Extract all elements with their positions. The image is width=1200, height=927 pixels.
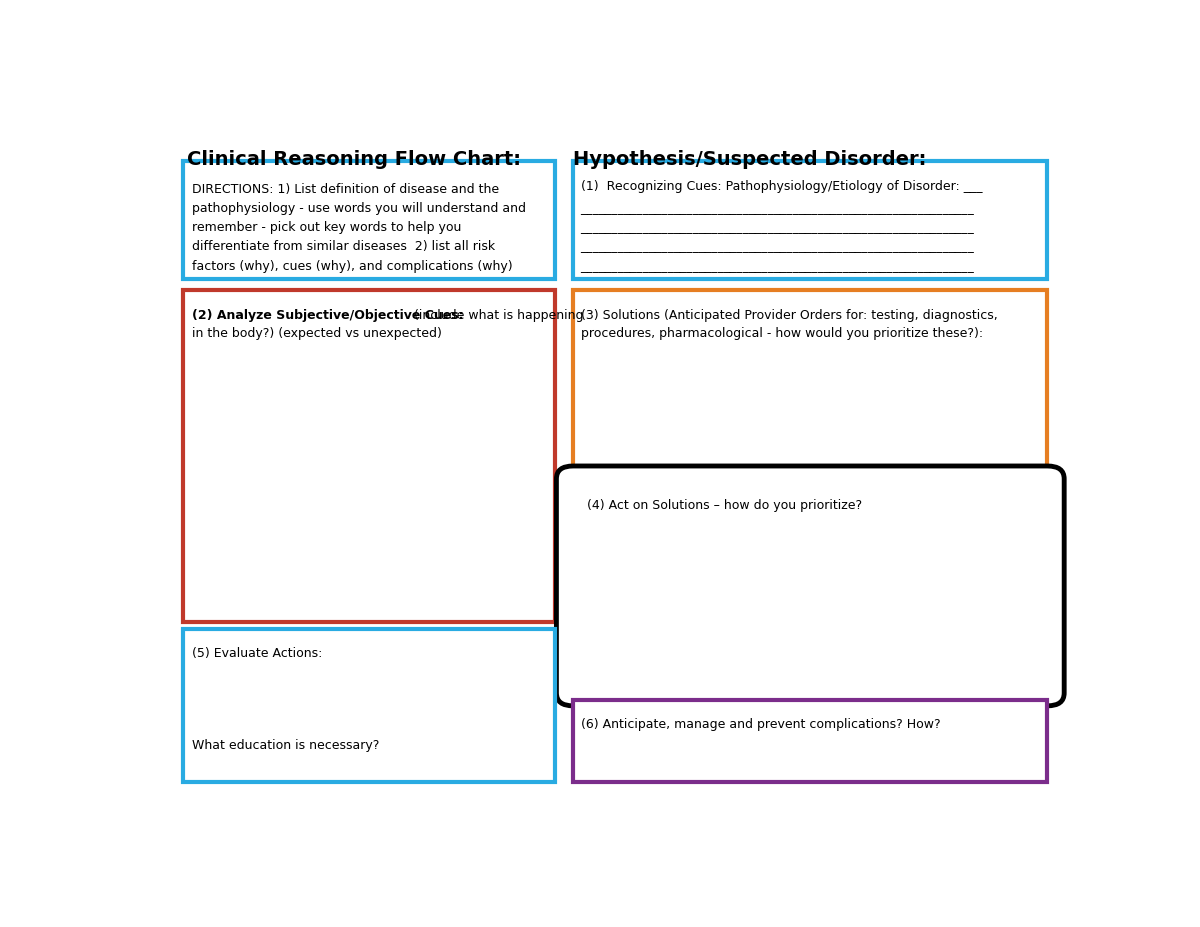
Bar <box>574 700 1048 782</box>
Text: What education is necessary?: What education is necessary? <box>192 740 379 753</box>
Text: (3) Solutions (Anticipated Provider Orders for: testing, diagnostics,: (3) Solutions (Anticipated Provider Orde… <box>581 309 997 322</box>
Text: (4) Act on Solutions – how do you prioritize?: (4) Act on Solutions – how do you priori… <box>587 499 863 512</box>
Text: _______________________________________________________________: ________________________________________… <box>581 202 974 215</box>
FancyBboxPatch shape <box>557 466 1064 705</box>
Text: differentiate from similar diseases  2) list all risk: differentiate from similar diseases 2) l… <box>192 240 494 253</box>
Text: (5) Evaluate Actions:: (5) Evaluate Actions: <box>192 647 323 660</box>
Text: Hypothesis/Suspected Disorder:: Hypothesis/Suspected Disorder: <box>574 150 926 170</box>
Text: pathophysiology - use words you will understand and: pathophysiology - use words you will und… <box>192 202 526 215</box>
Bar <box>182 290 554 622</box>
Text: (1)  Recognizing Cues: Pathophysiology/Etiology of Disorder: ___: (1) Recognizing Cues: Pathophysiology/Et… <box>581 181 982 194</box>
Text: _______________________________________________________________: ________________________________________… <box>581 260 974 273</box>
Bar <box>574 161 1048 279</box>
Bar <box>574 290 1048 472</box>
Text: (6) Anticipate, manage and prevent complications? How?: (6) Anticipate, manage and prevent compl… <box>581 718 941 731</box>
Text: in the body?) (expected vs unexpected): in the body?) (expected vs unexpected) <box>192 327 442 340</box>
Text: (include what is happening: (include what is happening <box>410 309 584 322</box>
Text: _______________________________________________________________: ________________________________________… <box>581 240 974 253</box>
Text: procedures, pharmacological - how would you prioritize these?):: procedures, pharmacological - how would … <box>581 327 983 340</box>
Text: (2) Analyze Subjective/Objective Cues:: (2) Analyze Subjective/Objective Cues: <box>192 309 463 322</box>
Text: factors (why), cues (why), and complications (why): factors (why), cues (why), and complicat… <box>192 260 512 273</box>
Text: _______________________________________________________________: ________________________________________… <box>581 222 974 235</box>
Text: DIRECTIONS: 1) List definition of disease and the: DIRECTIONS: 1) List definition of diseas… <box>192 183 499 196</box>
Text: remember - pick out key words to help you: remember - pick out key words to help yo… <box>192 222 461 235</box>
Bar <box>182 629 554 782</box>
Bar <box>182 161 554 279</box>
Text: Clinical Reasoning Flow Chart:: Clinical Reasoning Flow Chart: <box>187 150 521 170</box>
